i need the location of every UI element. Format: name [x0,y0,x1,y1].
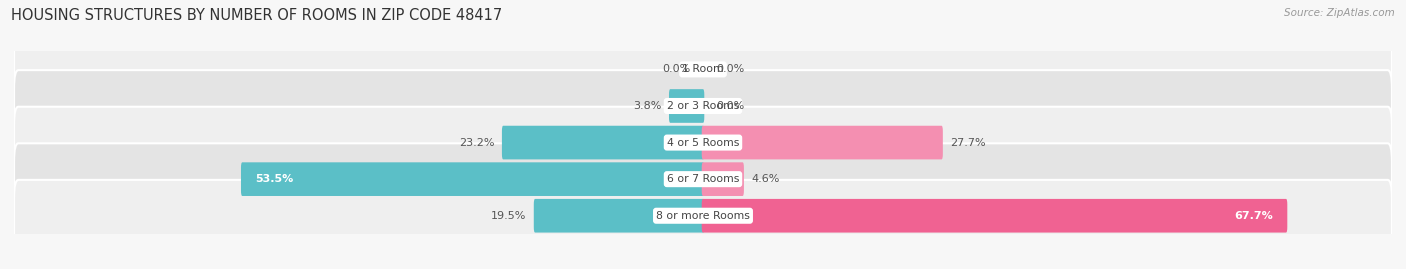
Text: 1 Room: 1 Room [682,64,724,75]
Text: 3.8%: 3.8% [633,101,662,111]
Text: 53.5%: 53.5% [256,174,294,184]
FancyBboxPatch shape [702,199,1288,233]
Text: 6 or 7 Rooms: 6 or 7 Rooms [666,174,740,184]
Text: 0.0%: 0.0% [716,101,744,111]
Text: 27.7%: 27.7% [950,137,986,148]
FancyBboxPatch shape [534,199,704,233]
Text: 19.5%: 19.5% [491,211,526,221]
Text: 4 or 5 Rooms: 4 or 5 Rooms [666,137,740,148]
FancyBboxPatch shape [502,126,704,160]
FancyBboxPatch shape [14,70,1392,142]
Legend: Owner-occupied, Renter-occupied: Owner-occupied, Renter-occupied [574,264,832,269]
Text: 0.0%: 0.0% [662,64,690,75]
FancyBboxPatch shape [14,180,1392,252]
FancyBboxPatch shape [14,34,1392,105]
Text: 4.6%: 4.6% [751,174,779,184]
FancyBboxPatch shape [669,89,704,123]
FancyBboxPatch shape [702,126,943,160]
FancyBboxPatch shape [240,162,704,196]
FancyBboxPatch shape [14,143,1392,215]
FancyBboxPatch shape [702,162,744,196]
Text: 23.2%: 23.2% [460,137,495,148]
Text: 8 or more Rooms: 8 or more Rooms [657,211,749,221]
Text: 67.7%: 67.7% [1234,211,1272,221]
Text: Source: ZipAtlas.com: Source: ZipAtlas.com [1284,8,1395,18]
Text: 2 or 3 Rooms: 2 or 3 Rooms [666,101,740,111]
Text: HOUSING STRUCTURES BY NUMBER OF ROOMS IN ZIP CODE 48417: HOUSING STRUCTURES BY NUMBER OF ROOMS IN… [11,8,502,23]
Text: 0.0%: 0.0% [716,64,744,75]
FancyBboxPatch shape [14,107,1392,178]
